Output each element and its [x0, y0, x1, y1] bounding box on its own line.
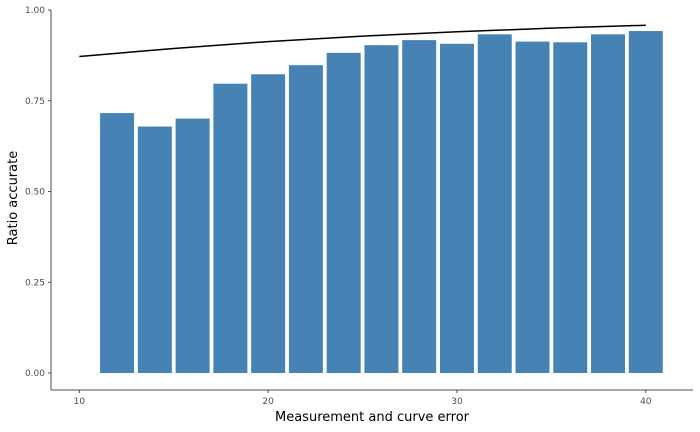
bar: [251, 74, 286, 373]
bar: [288, 65, 323, 374]
trend-line: [79, 24, 646, 58]
y-tick-label: 0.00: [25, 369, 45, 379]
bar: [439, 43, 474, 373]
y-tick-label: 0.50: [25, 188, 45, 198]
axes: [48, 9, 693, 393]
x-tick-label: 40: [640, 397, 652, 407]
bar: [402, 40, 437, 373]
bar: [628, 31, 663, 374]
line-layer: [79, 24, 646, 58]
x-axis-title: Measurement and curve error: [275, 410, 470, 425]
bar-group: [100, 31, 663, 374]
tick-labels: 0.00 0.25 0.50 0.75 1.00 10 20 30 40: [25, 6, 652, 407]
y-tick-label: 1.00: [25, 6, 45, 16]
bar: [137, 126, 172, 374]
bar: [175, 118, 210, 373]
bar: [364, 45, 399, 374]
x-tick-label: 10: [74, 397, 86, 407]
bar: [515, 41, 550, 373]
bar: [213, 83, 248, 373]
bar: [477, 34, 512, 373]
bar: [553, 42, 588, 374]
bar: [326, 52, 361, 373]
bar: [591, 34, 626, 373]
x-tick-label: 30: [451, 397, 463, 407]
y-tick-label: 0.75: [25, 97, 45, 107]
y-tick-label: 0.25: [25, 278, 45, 288]
bar: [100, 113, 135, 373]
x-tick-label: 20: [262, 397, 274, 407]
y-axis-title: Ratio accurate: [6, 151, 21, 245]
